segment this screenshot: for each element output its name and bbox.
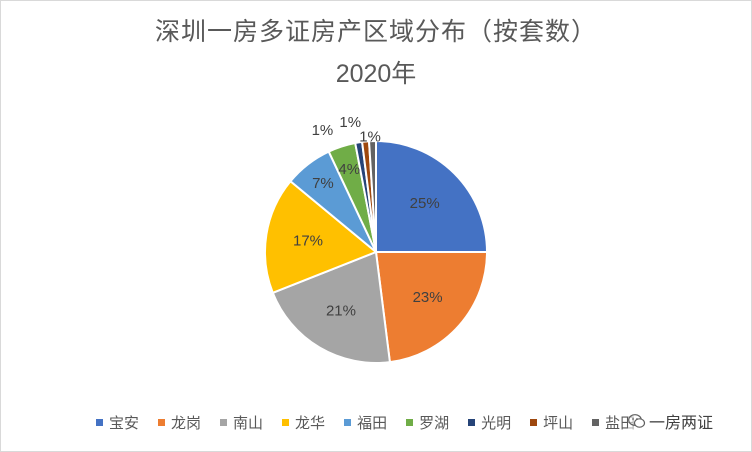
- legend-item-3: 南山: [220, 412, 263, 433]
- legend-swatch: [592, 418, 600, 426]
- pie-data-labels: 25%23%21%17%7%4%1% 1%1%: [293, 114, 443, 320]
- legend-label: 宝安: [109, 413, 140, 432]
- legend-swatch: [406, 418, 414, 426]
- legend-swatch: [344, 418, 352, 426]
- data-label-6: 4%: [338, 161, 360, 178]
- legend-item-7: 光明: [468, 412, 511, 433]
- legend-label: 罗湖: [419, 413, 450, 432]
- legend-swatch: [96, 418, 103, 426]
- wechat-logo-icon: [628, 414, 646, 428]
- legend-label: 福田: [357, 413, 388, 432]
- legend-item-2: 龙岗: [158, 412, 201, 433]
- data-label-5: 7%: [312, 175, 334, 192]
- legend: 宝安 龙岗 南山 龙华 福田 罗湖 光明 坪山 盐田: [96, 410, 654, 434]
- legend-label: 光明: [481, 413, 512, 432]
- legend-item-9: 盐田: [592, 412, 635, 433]
- pie-slice-3: [271, 250, 392, 364]
- data-label-1: 25%: [410, 195, 440, 212]
- legend-item-5: 福田: [344, 412, 387, 433]
- data-label-3: 21%: [326, 303, 356, 320]
- legend-item-1: 宝安: [96, 412, 139, 433]
- legend-swatch: [220, 418, 228, 426]
- pie-slices: [264, 139, 489, 364]
- legend-item-6: 罗湖: [406, 412, 449, 433]
- pie-slice-2: [374, 251, 489, 364]
- watermark-text: 一房两证: [649, 413, 714, 432]
- legend-swatch: [530, 418, 538, 426]
- legend-label: 坪山: [543, 413, 574, 432]
- legend-swatch: [158, 418, 166, 426]
- watermark: 一房两证: [628, 408, 714, 434]
- pie-slice-1: [375, 139, 489, 253]
- data-label-7: 1%: [312, 122, 334, 139]
- chart-subtitle: 2020年: [335, 60, 417, 88]
- legend-swatch: [468, 418, 476, 426]
- pie-slice-9: [367, 139, 377, 253]
- legend-swatch: [282, 418, 290, 426]
- data-label-9: 1%: [359, 129, 381, 146]
- data-label-4: 17%: [293, 233, 323, 250]
- legend-label: 龙华: [295, 413, 326, 432]
- legend-label: 盐田: [605, 413, 636, 432]
- legend-item-8: 坪山: [530, 412, 573, 433]
- legend-label: 南山: [233, 413, 264, 432]
- chart-title: 深圳一房多证房产区域分布（按套数）: [154, 17, 597, 46]
- legend-item-4: 龙华: [282, 412, 325, 433]
- data-label-2: 23%: [413, 289, 443, 306]
- data-label-8: 1%: [339, 114, 361, 131]
- legend-label: 龙岗: [171, 413, 202, 432]
- pie-slice-4: [264, 179, 378, 295]
